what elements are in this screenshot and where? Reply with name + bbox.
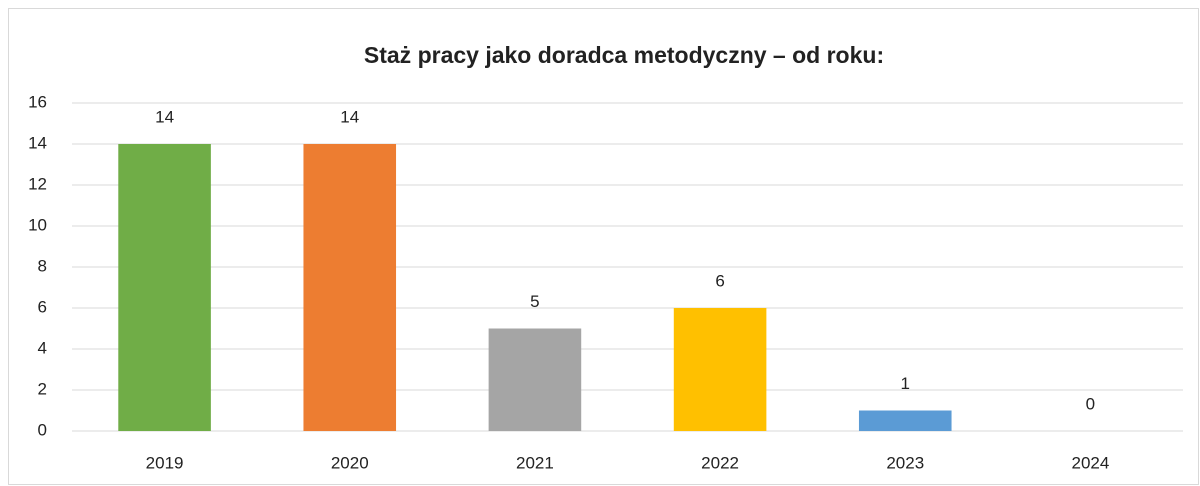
x-tick-label: 2023	[886, 453, 924, 472]
x-tick-label: 2022	[701, 453, 739, 472]
y-tick-label: 16	[28, 92, 47, 111]
data-label: 14	[340, 107, 359, 126]
data-label: 0	[1086, 394, 1095, 413]
bar	[303, 144, 397, 431]
data-label: 1	[901, 374, 910, 393]
bar	[488, 328, 582, 431]
x-tick-label: 2019	[146, 453, 184, 472]
bar	[858, 410, 952, 431]
y-tick-label: 14	[28, 133, 47, 152]
y-tick-label: 4	[38, 338, 47, 357]
y-tick-label: 6	[38, 297, 47, 316]
chart-title: Staż pracy jako doradca metodyczny – od …	[364, 42, 884, 68]
y-tick-label: 0	[38, 420, 47, 439]
data-label: 5	[530, 292, 539, 311]
bar	[118, 144, 211, 431]
x-tick-label: 2024	[1072, 453, 1110, 472]
y-tick-label: 8	[38, 256, 47, 275]
data-label: 14	[155, 107, 174, 126]
x-tick-label: 2020	[331, 453, 369, 472]
y-tick-label: 12	[28, 174, 47, 193]
y-tick-label: 10	[28, 215, 47, 234]
y-tick-label: 2	[38, 379, 47, 398]
data-label: 6	[715, 271, 724, 290]
x-tick-label: 2021	[516, 453, 554, 472]
bar	[673, 308, 767, 431]
